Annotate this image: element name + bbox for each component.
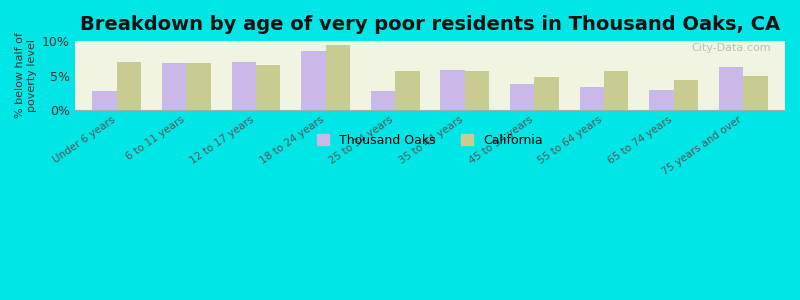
Title: Breakdown by age of very poor residents in Thousand Oaks, CA: Breakdown by age of very poor residents …	[80, 15, 780, 34]
Bar	[674, 80, 698, 110]
Bar	[92, 91, 117, 110]
Bar	[231, 62, 256, 110]
Bar	[326, 45, 350, 110]
Y-axis label: % below half of
poverty level: % below half of poverty level	[15, 33, 37, 119]
Bar	[534, 77, 558, 110]
Bar	[510, 85, 534, 110]
Bar	[395, 71, 419, 110]
Bar	[117, 62, 141, 110]
Bar	[465, 71, 489, 110]
Bar	[580, 87, 604, 110]
Bar	[370, 91, 395, 110]
Bar	[186, 63, 210, 110]
Bar	[604, 71, 628, 110]
Legend: Thousand Oaks, California: Thousand Oaks, California	[310, 128, 550, 153]
Bar	[301, 51, 326, 110]
Bar	[256, 64, 280, 110]
Text: City-Data.com: City-Data.com	[691, 43, 770, 53]
Bar	[650, 90, 674, 110]
Bar	[162, 63, 186, 110]
Bar	[743, 76, 767, 110]
Bar	[440, 70, 465, 110]
Bar	[719, 67, 743, 110]
